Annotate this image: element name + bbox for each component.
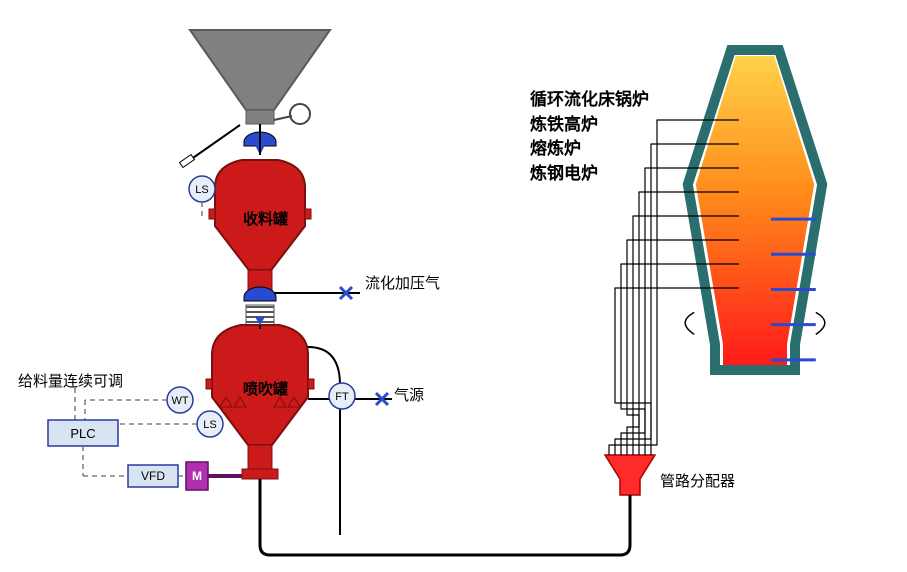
rotary-feeder (248, 445, 272, 469)
furnace-type-item: 熔炼炉 (530, 137, 649, 162)
upper-tank-label: 收料罐 (243, 208, 288, 229)
handwheel-icon (290, 104, 310, 124)
vfd-label: VFD (141, 469, 165, 483)
furnace-type-item: 炼钢电炉 (530, 162, 649, 187)
plc-label: PLC (70, 426, 95, 441)
furnace-type-list: 循环流化床锅炉 炼铁高炉 熔炼炉 炼钢电炉 (530, 88, 649, 187)
ft-instrument-label: FT (335, 391, 349, 403)
wt-instrument-label: WT (171, 395, 188, 407)
feed-hopper (190, 30, 330, 110)
furnace-type-item: 炼铁高炉 (530, 113, 649, 138)
ls-upper-instrument-label: LS (195, 184, 208, 196)
distributor-label: 管路分配器 (660, 470, 735, 491)
hopper-neck (246, 110, 274, 124)
fluidize-gas-label: 流化加压气 (365, 272, 440, 293)
furnace-loop-right (816, 312, 825, 334)
gas-source-label: 气源 (394, 384, 424, 405)
lower-tank-label: 喷吹罐 (243, 378, 288, 399)
motor-label: M (192, 469, 202, 483)
main-transport-pipe (260, 479, 630, 555)
pipe-distributor (605, 455, 655, 495)
feed-adjust-label: 给料量连续可调 (18, 370, 123, 391)
furnace-loop-left (685, 312, 694, 334)
furnace-type-item: 循环流化床锅炉 (530, 88, 649, 113)
probe-icon (190, 125, 240, 160)
ls-lower-instrument-label: LS (203, 419, 216, 431)
